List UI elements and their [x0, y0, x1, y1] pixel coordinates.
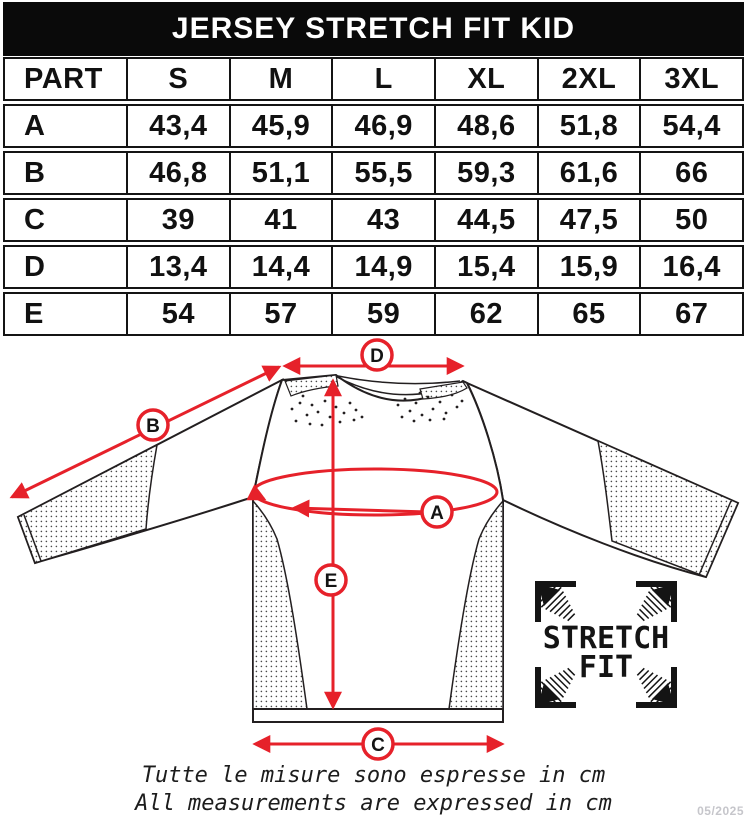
label-circle-a [420, 495, 454, 529]
label-letter-e: E [325, 571, 338, 592]
size-value-cell: 13,4 [126, 247, 229, 287]
size-value-cell: 51,8 [536, 106, 640, 146]
table-row-c: C 39 41 43 44,5 47,5 50 [3, 198, 744, 242]
header-cell-size-2xl: 2XL [536, 59, 640, 99]
row-part-label: B [24, 156, 46, 189]
header-cell-size-3xl: 3XL [639, 59, 742, 99]
header-cell-size-l: L [331, 59, 434, 99]
size-value-cell: 46,9 [331, 106, 434, 146]
size-value-cell: 59,3 [434, 153, 537, 193]
size-value-cell: 54,4 [639, 106, 742, 146]
row-part-label: C [24, 203, 46, 236]
jersey-measurement-diagram: D B A E C STRETCH FIT [0, 325, 747, 765]
size-value-cell: 57 [228, 294, 332, 334]
size-value-cell: 44,5 [434, 200, 537, 240]
size-value-cell: 15,4 [434, 247, 537, 287]
row-part-label: E [24, 297, 44, 330]
measure-arrow-a [291, 499, 429, 518]
size-value-cell: 65 [536, 294, 640, 334]
row-part-label: D [24, 250, 46, 283]
page-title: JERSEY STRETCH FIT KID [3, 2, 744, 56]
size-value-cell: 45,9 [228, 106, 332, 146]
header-cell-size-xl: XL [434, 59, 537, 99]
label-letter-b: B [146, 416, 160, 437]
label-circle-e [314, 563, 348, 597]
size-value-cell: 39 [126, 200, 229, 240]
size-value-cell: 54 [126, 294, 229, 334]
size-value-cell: 51,1 [228, 153, 332, 193]
size-value-cell: 14,4 [228, 247, 332, 287]
size-value-cell: 43,4 [126, 106, 229, 146]
table-row-e: E 54 57 59 62 65 67 [3, 292, 744, 336]
label-letter-c: C [371, 735, 385, 756]
size-value-cell: 16,4 [639, 247, 742, 287]
size-value-cell: 55,5 [331, 153, 434, 193]
table-row-a: A 43,4 45,9 46,9 48,6 51,8 54,4 [3, 104, 744, 148]
label-circle-c [361, 727, 395, 761]
size-value-cell: 47,5 [536, 200, 640, 240]
row-part-label: A [24, 109, 46, 142]
size-value-cell: 48,6 [434, 106, 537, 146]
table-row-b: B 46,8 51,1 55,5 59,3 61,6 66 [3, 151, 744, 195]
size-value-cell: 59 [331, 294, 434, 334]
size-value-cell: 50 [639, 200, 742, 240]
logo-text-stretch: STRETCH [543, 621, 669, 656]
footer-note-italian: Tutte le misure sono espresse in cm [141, 763, 606, 788]
size-value-cell: 14,9 [331, 247, 434, 287]
size-value-cell: 61,6 [536, 153, 640, 193]
stretch-arrow-bottom-left-icon [537, 667, 576, 706]
header-cell-size-s: S [126, 59, 229, 99]
logo-text-fit: FIT [579, 650, 633, 685]
size-value-cell: 46,8 [126, 153, 229, 193]
ellipse-tip-arrow [246, 484, 267, 501]
table-row-d: D 13,4 14,4 14,9 15,4 15,9 16,4 [3, 245, 744, 289]
stretch-arrow-top-left-icon [537, 583, 576, 622]
header-cell-part: PART [24, 62, 103, 95]
size-value-cell: 67 [639, 294, 742, 334]
label-circle-d [360, 338, 394, 372]
revision-date: 05/2025 [697, 804, 744, 818]
label-letter-d: D [370, 346, 384, 367]
table-header-row: PART S M L XL 2XL 3XL [3, 57, 744, 101]
stretch-arrow-top-right-icon [636, 583, 675, 622]
stretch-fit-logo: STRETCH FIT [537, 583, 675, 706]
size-table: PART S M L XL 2XL 3XL A 43,4 45,9 46,9 4… [3, 57, 744, 336]
size-value-cell: 15,9 [536, 247, 640, 287]
size-value-cell: 43 [331, 200, 434, 240]
size-value-cell: 62 [434, 294, 537, 334]
label-letter-a: A [430, 503, 444, 524]
header-cell-size-m: M [228, 59, 332, 99]
stretch-arrow-bottom-right-icon [636, 667, 675, 706]
size-value-cell: 66 [639, 153, 742, 193]
label-circle-b [136, 408, 170, 442]
measure-labels: D B A E C [136, 338, 454, 761]
footer-note-english: All measurements are expressed in cm [135, 791, 612, 816]
size-value-cell: 41 [228, 200, 332, 240]
